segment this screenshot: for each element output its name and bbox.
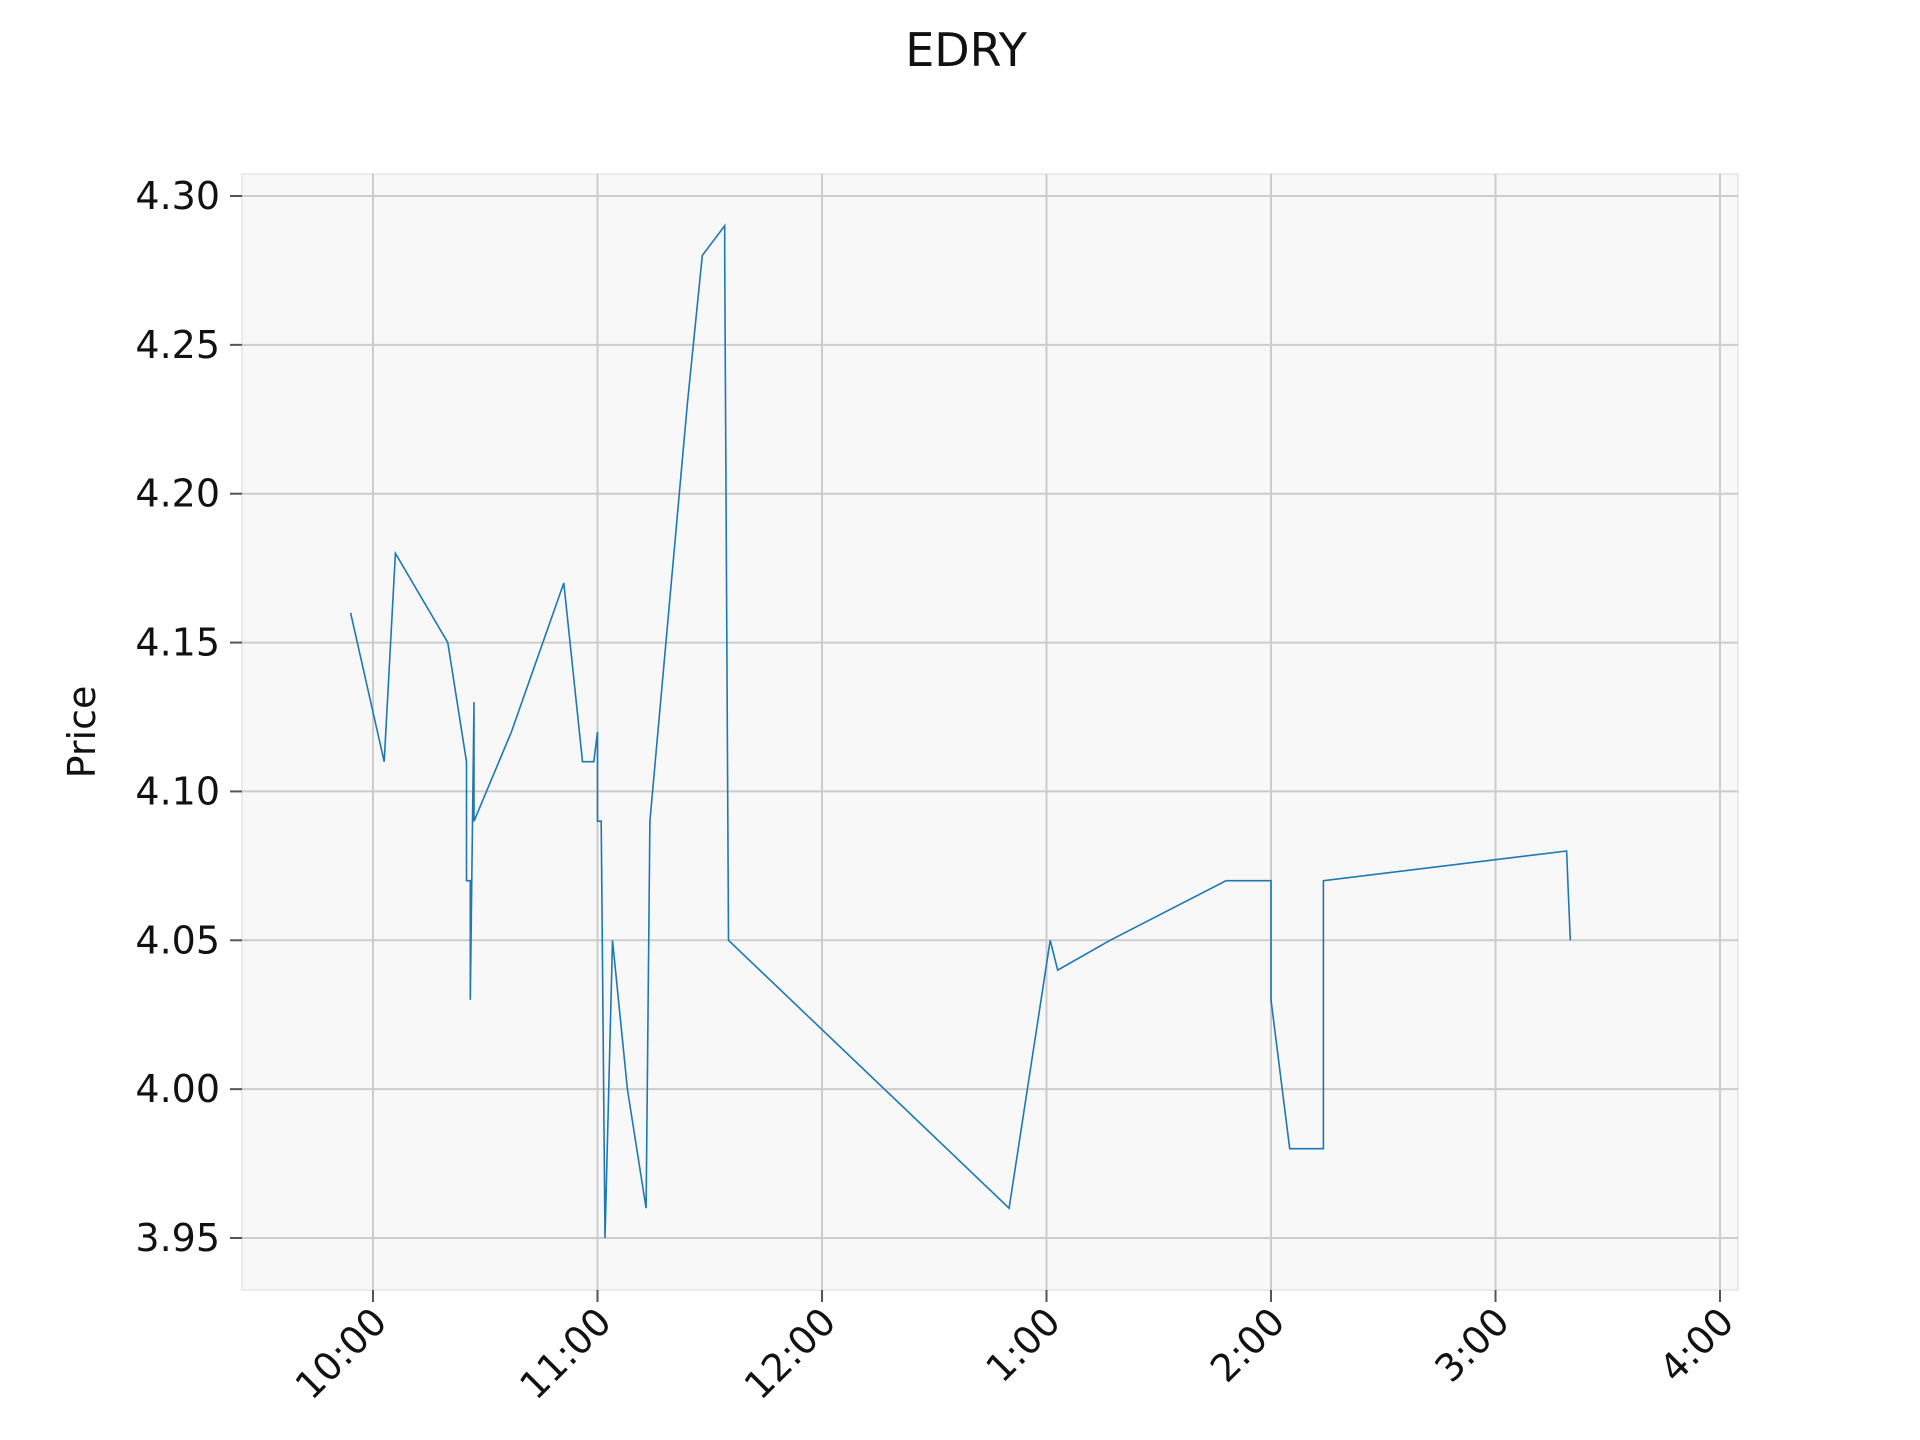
price-series-line <box>349 223 1572 1239</box>
y-tick-label: 4.20 <box>135 472 220 516</box>
y-tick-label: 4.10 <box>135 769 220 813</box>
series-layer <box>349 223 1572 1239</box>
y-axis-label: Price <box>60 686 104 779</box>
chart-title: EDRY <box>905 23 1028 77</box>
x-tick-label: 3:00 <box>1426 1299 1517 1390</box>
x-tick-label: 4:00 <box>1651 1299 1742 1390</box>
grid-lines <box>242 174 1738 1290</box>
x-tick-label: 2:00 <box>1202 1299 1293 1390</box>
plot-area <box>241 173 1739 1291</box>
x-tick-label: 10:00 <box>287 1299 396 1408</box>
y-tick-label: 4.05 <box>135 918 220 962</box>
y-tick-label: 4.15 <box>135 621 220 665</box>
y-tick-label: 4.30 <box>135 174 220 218</box>
x-tick-label: 11:00 <box>511 1299 620 1408</box>
y-tick-label: 4.00 <box>135 1067 220 1111</box>
y-tick-label: 4.25 <box>135 323 220 367</box>
y-tick-label: 3.95 <box>135 1216 220 1260</box>
x-tick-label: 1:00 <box>977 1299 1068 1390</box>
x-tick-label: 12:00 <box>736 1299 845 1408</box>
